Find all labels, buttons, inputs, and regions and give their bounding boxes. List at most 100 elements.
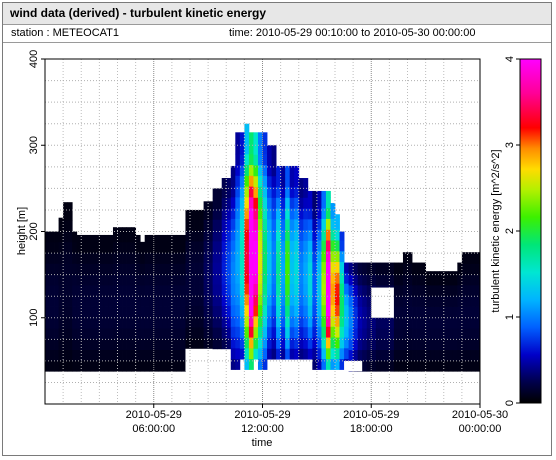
station-label: station : METEOCAT1 bbox=[11, 27, 119, 39]
heatmap-cell bbox=[230, 272, 236, 284]
heatmap-cell bbox=[452, 328, 458, 340]
heatmap-cell bbox=[348, 328, 354, 340]
heatmap-cell bbox=[203, 316, 209, 328]
heatmap-cell bbox=[230, 261, 236, 273]
heatmap-cell bbox=[230, 347, 236, 360]
heatmap-cell bbox=[171, 263, 177, 275]
heatmap-cell bbox=[176, 274, 182, 286]
heatmap-cell bbox=[226, 327, 232, 339]
heatmap-cell bbox=[430, 349, 436, 361]
heatmap-cell bbox=[262, 283, 268, 295]
heatmap-cell bbox=[117, 263, 123, 275]
heatmap-cell bbox=[325, 304, 331, 316]
heatmap-cell bbox=[425, 306, 431, 318]
heatmap-cell bbox=[357, 328, 363, 340]
heatmap-cell bbox=[325, 218, 331, 230]
heatmap-cell bbox=[194, 327, 200, 339]
heatmap-cell bbox=[67, 349, 73, 361]
heatmap-cell bbox=[285, 337, 291, 349]
heatmap-cell bbox=[108, 252, 114, 264]
heatmap-cell bbox=[76, 234, 82, 243]
heatmap-cell bbox=[262, 326, 268, 338]
heatmap-cell bbox=[153, 317, 159, 329]
heatmap-cell bbox=[235, 283, 241, 295]
heatmap-cell bbox=[257, 304, 263, 316]
heatmap-cell bbox=[235, 229, 241, 241]
heatmap-cell bbox=[353, 274, 359, 286]
heatmap-cell bbox=[99, 349, 105, 361]
heatmap-cell bbox=[267, 165, 272, 177]
heatmap-cell bbox=[203, 201, 209, 210]
heatmap-cell bbox=[58, 241, 64, 254]
heatmap-cell bbox=[144, 317, 150, 329]
heatmap-cell bbox=[185, 316, 191, 328]
heatmap-cell bbox=[103, 274, 109, 286]
heatmap-cell bbox=[221, 284, 227, 296]
heatmap-cell bbox=[439, 271, 445, 275]
heatmap-cell bbox=[371, 262, 377, 264]
heatmap-cell bbox=[362, 328, 368, 340]
heatmap-cell bbox=[371, 349, 377, 361]
heatmap-cell bbox=[289, 316, 295, 328]
heatmap-cell bbox=[248, 304, 254, 316]
heatmap-cell bbox=[294, 348, 300, 360]
heatmap-cell bbox=[452, 349, 458, 361]
heatmap-cell bbox=[185, 219, 191, 231]
heatmap-cell bbox=[103, 360, 109, 372]
heatmap-cell bbox=[108, 234, 114, 243]
heatmap-cell bbox=[443, 295, 449, 307]
heatmap-cell bbox=[199, 251, 204, 263]
heatmap-cell bbox=[470, 360, 476, 372]
heatmap-cell bbox=[180, 295, 186, 307]
heatmap-cell bbox=[81, 234, 87, 243]
heatmap-cell bbox=[158, 360, 164, 372]
heatmap-cell bbox=[416, 317, 422, 329]
heatmap-cell bbox=[230, 218, 236, 230]
heatmap-cell bbox=[76, 338, 82, 351]
heatmap-cell bbox=[357, 349, 363, 361]
heatmap-cell bbox=[126, 295, 132, 307]
heatmap-cell bbox=[339, 315, 345, 327]
heatmap-cell bbox=[239, 132, 245, 134]
heatmap-cell bbox=[190, 327, 195, 339]
heatmap-cell bbox=[434, 284, 440, 297]
heatmap-cell bbox=[294, 251, 300, 263]
heatmap-cell bbox=[149, 252, 155, 264]
heatmap-cell bbox=[117, 328, 123, 340]
heatmap-cell bbox=[149, 284, 155, 297]
heatmap-cell bbox=[321, 326, 327, 338]
heatmap-cell bbox=[58, 328, 64, 340]
heatmap-cell bbox=[312, 190, 318, 198]
heatmap-cell bbox=[470, 295, 476, 307]
heatmap-cell bbox=[253, 143, 259, 155]
heatmap-cell bbox=[176, 306, 182, 318]
heatmap-cell bbox=[257, 132, 263, 144]
heatmap-cell bbox=[280, 337, 286, 349]
heatmap-cell bbox=[416, 349, 422, 361]
heatmap-cell bbox=[144, 234, 150, 243]
heatmap-cell bbox=[244, 272, 250, 284]
heatmap-cell bbox=[325, 347, 331, 360]
heatmap-cell bbox=[135, 284, 141, 297]
heatmap-cell bbox=[312, 283, 318, 295]
heatmap-cell bbox=[135, 234, 141, 243]
heatmap-cell bbox=[257, 175, 263, 187]
heatmap-cell bbox=[72, 338, 78, 351]
heatmap-cell bbox=[199, 273, 204, 285]
heatmap-cell bbox=[312, 304, 318, 316]
heatmap-cell bbox=[144, 252, 150, 264]
heatmap-cell bbox=[54, 241, 59, 254]
heatmap-cell bbox=[316, 229, 322, 241]
heatmap-cell bbox=[303, 294, 309, 306]
heatmap-cell bbox=[430, 295, 436, 307]
heatmap-cell bbox=[470, 328, 476, 340]
heatmap-cell bbox=[253, 208, 259, 220]
heatmap-cell bbox=[126, 317, 132, 329]
time-range-label: time: 2010-05-29 00:10:00 to 2010-05-30 … bbox=[229, 27, 476, 39]
heatmap-cell bbox=[257, 186, 263, 198]
heatmap-cell bbox=[298, 316, 304, 328]
heatmap-cell bbox=[457, 360, 463, 372]
heatmap-cell bbox=[208, 338, 214, 350]
heatmap-cell bbox=[466, 295, 472, 307]
heatmap-cell bbox=[176, 234, 182, 243]
